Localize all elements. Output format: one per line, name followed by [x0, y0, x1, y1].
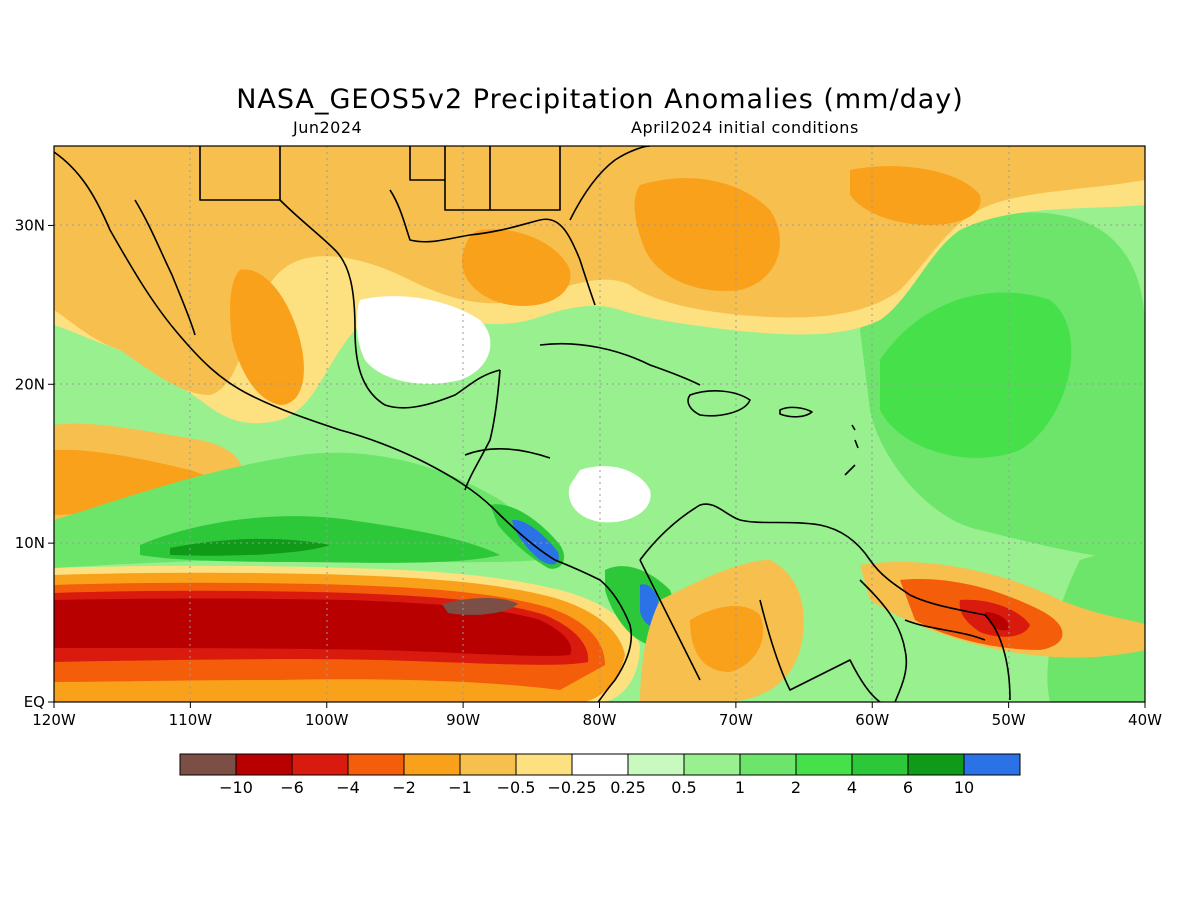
colorbar-label: 1	[735, 778, 745, 797]
colorbar-swatch	[291, 753, 349, 776]
y-tick-label: 30N	[15, 216, 45, 234]
x-tick-label: 100W	[305, 711, 349, 729]
colorbar-swatch	[459, 753, 517, 776]
colorbar-swatch	[795, 753, 853, 776]
colorbar-label: −4	[336, 778, 360, 797]
colorbar-label: −0.25	[547, 778, 596, 797]
initial-conditions: April2024 initial conditions	[631, 118, 859, 137]
map-title: NASA_GEOS5v2 Precipitation Anomalies (mm…	[236, 84, 964, 115]
field-pacific-dry-extreme	[442, 598, 518, 615]
coastlines	[54, 146, 1011, 702]
field-mexico-dry-core	[230, 269, 304, 405]
x-tick-label: 110W	[169, 711, 213, 729]
latitude-axis: EQ 10N 20N 30N	[15, 216, 54, 711]
colorbar: −10 −6 −4 −2 −1 −0.5 −0.25 0.25 0.5 1 2 4 6 10	[179, 753, 1021, 797]
colorbar-label: 2	[791, 778, 801, 797]
x-tick-label: 60W	[855, 711, 889, 729]
colorbar-label: 6	[903, 778, 913, 797]
field-atlantic-dry-core	[634, 178, 780, 291]
colorbar-swatch	[403, 753, 461, 776]
forecast-month: Jun2024	[293, 118, 363, 137]
colorbar-swatch	[907, 753, 965, 776]
longitude-axis: 120W 110W 100W 90W 80W 70W 60W 50W 40W	[32, 702, 1162, 729]
y-tick-label: 20N	[15, 375, 45, 393]
field-sa-dry-core	[690, 605, 764, 672]
field-ne-dry-core	[850, 166, 981, 225]
field-atlantic-wet-core	[880, 292, 1072, 458]
colorbar-swatch	[963, 753, 1021, 776]
field-guiana-dry-extreme	[985, 612, 1009, 631]
colorbar-swatch	[851, 753, 909, 776]
colorbar-swatch	[739, 753, 797, 776]
colorbar-label: 0.25	[610, 778, 646, 797]
colorbar-swatch	[235, 753, 293, 776]
colorbar-label: −10	[219, 778, 253, 797]
colorbar-swatch	[515, 753, 573, 776]
x-tick-label: 70W	[719, 711, 753, 729]
field-caribbean-neutral	[568, 466, 651, 523]
colorbar-label: −6	[280, 778, 304, 797]
x-tick-label: 90W	[446, 711, 480, 729]
y-tick-label: EQ	[24, 693, 45, 711]
colorbar-swatch	[571, 753, 629, 776]
colorbar-label: 10	[954, 778, 974, 797]
colorbar-label: 4	[847, 778, 857, 797]
x-tick-label: 120W	[32, 711, 76, 729]
x-tick-label: 40W	[1128, 711, 1162, 729]
field-pacific-dry-max	[54, 598, 572, 656]
colorbar-label: −0.5	[497, 778, 536, 797]
field-gulf-neutral	[356, 296, 491, 384]
anomaly-field	[54, 146, 1145, 702]
field-costarica-extreme	[512, 519, 559, 565]
colorbar-swatch	[347, 753, 405, 776]
gridlines	[54, 146, 1145, 702]
y-tick-label: 10N	[15, 534, 45, 552]
colorbar-swatch	[627, 753, 685, 776]
colorbar-label: −2	[392, 778, 416, 797]
colorbar-swatch	[683, 753, 741, 776]
colorbar-label: −1	[448, 778, 472, 797]
colorbar-label: 0.5	[671, 778, 696, 797]
field-gulf-dry-core	[461, 229, 571, 306]
x-tick-label: 80W	[583, 711, 617, 729]
colorbar-swatch	[179, 753, 237, 776]
x-tick-label: 50W	[992, 711, 1026, 729]
